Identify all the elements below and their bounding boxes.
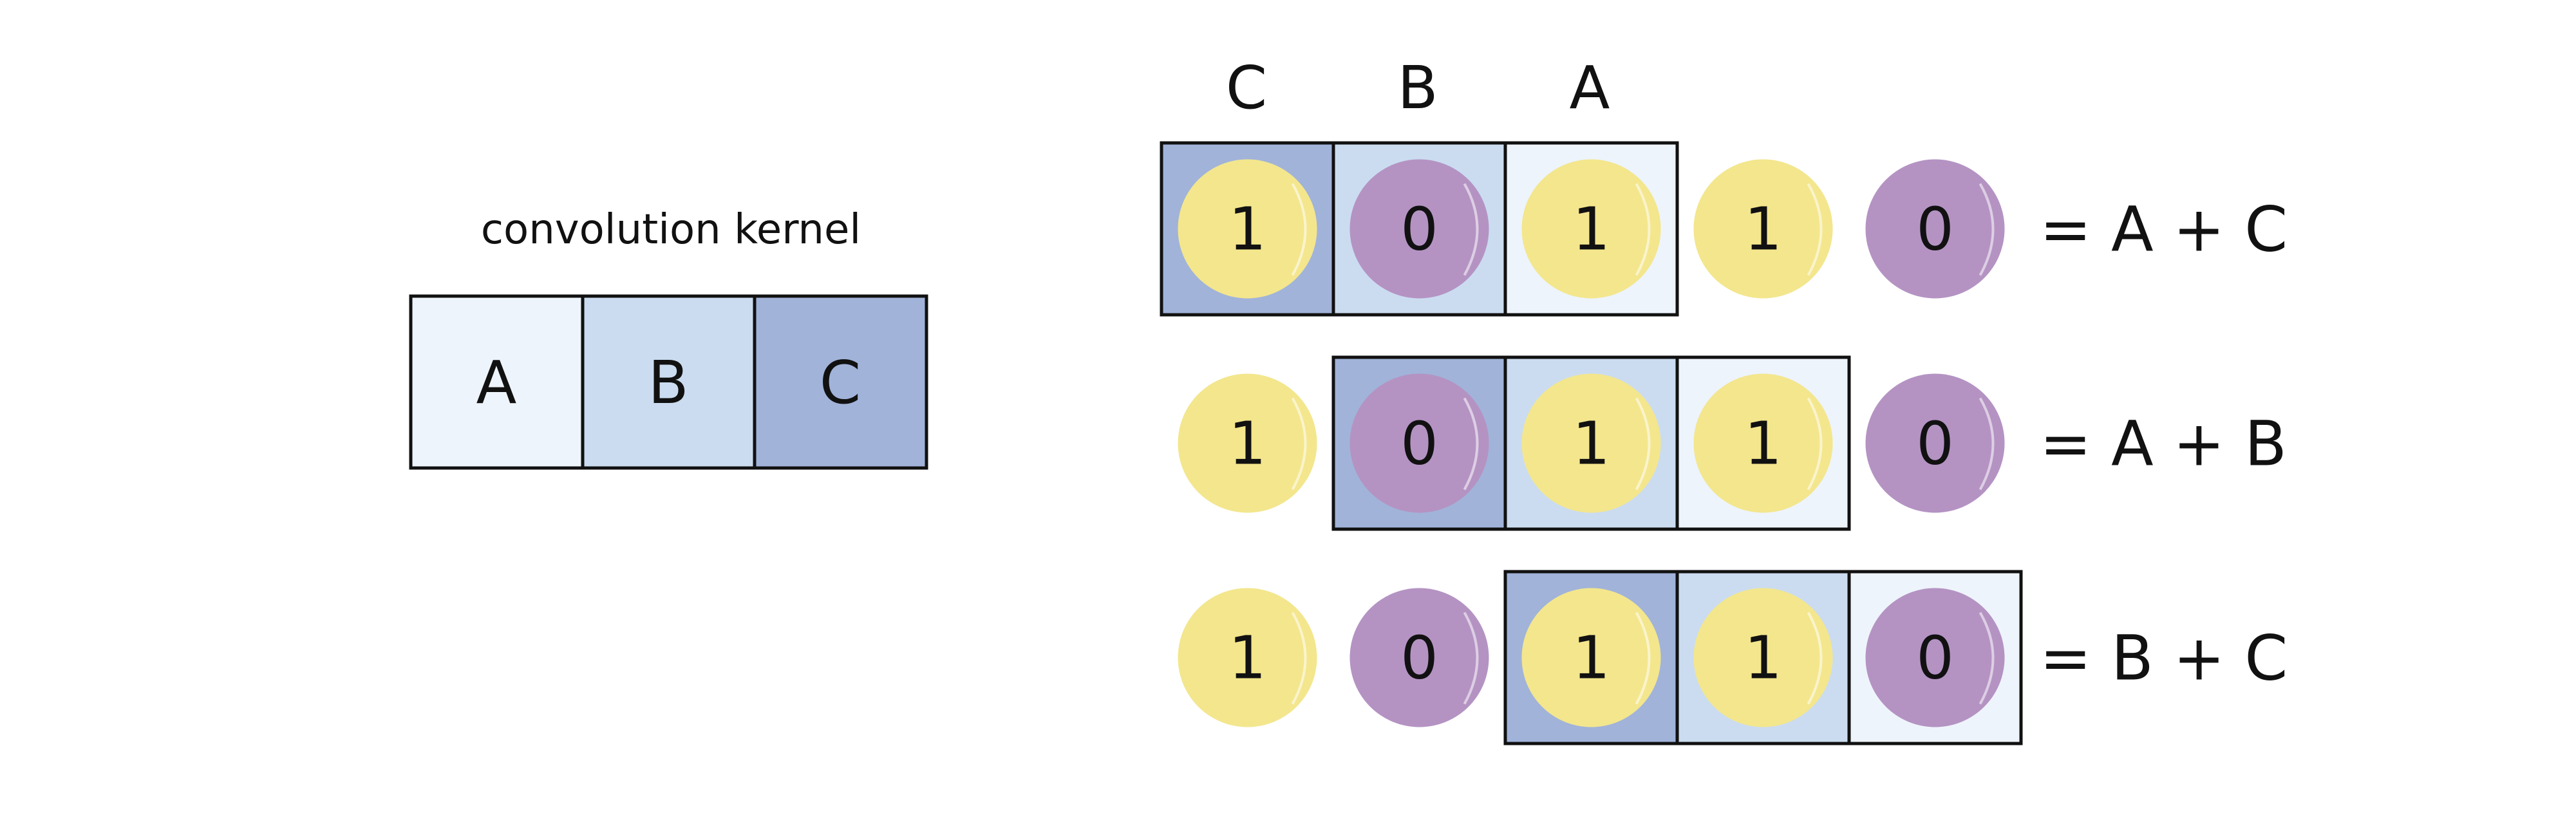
kernel-label-c: C xyxy=(820,348,861,417)
convolution-rows: 1 0 1 1 0 = A + C 1 0 1 1 0 = A + B 1 0 1 1 0 = B + C xyxy=(1160,141,2288,745)
brush-highlight xyxy=(1979,397,1995,491)
window-column-labels: C B A xyxy=(1226,53,1610,122)
input-circle xyxy=(1349,588,1489,727)
input-circle xyxy=(1178,588,1317,727)
brush-highlight xyxy=(1635,397,1651,491)
input-circle xyxy=(1693,159,1833,299)
column-label-b: B xyxy=(1397,53,1438,122)
input-value: 0 xyxy=(1400,409,1438,478)
row-result: = A + B xyxy=(2040,408,2287,480)
input-circle xyxy=(1865,588,2005,727)
input-value: 1 xyxy=(1744,409,1782,478)
brush-highlight xyxy=(1463,612,1479,705)
brush-highlight xyxy=(1291,183,1307,276)
brush-highlight xyxy=(1807,183,1823,276)
column-label-c: C xyxy=(1226,53,1267,122)
input-value: 1 xyxy=(1744,195,1782,264)
kernel-label-a: A xyxy=(476,348,517,417)
row-result: = B + C xyxy=(2040,622,2288,695)
row-result: = A + C xyxy=(2040,194,2288,266)
input-value: 0 xyxy=(1400,624,1438,693)
brush-highlight xyxy=(1807,397,1823,491)
brush-highlight xyxy=(1463,183,1479,276)
input-circle xyxy=(1349,373,1489,513)
input-circle xyxy=(1178,373,1317,513)
input-circle xyxy=(1865,159,2005,299)
kernel-label-b: B xyxy=(648,348,688,417)
input-value: 0 xyxy=(1916,195,1954,264)
kernel-cell-c xyxy=(753,294,928,470)
brush-highlight xyxy=(1291,397,1307,491)
input-circle xyxy=(1693,588,1833,727)
input-value: 0 xyxy=(1916,624,1954,693)
brush-highlight xyxy=(1635,612,1651,705)
brush-highlight xyxy=(1979,612,1995,705)
brush-highlight xyxy=(1979,183,1995,276)
input-value: 1 xyxy=(1744,624,1782,693)
input-value: 0 xyxy=(1916,409,1954,478)
input-circle xyxy=(1865,373,2005,513)
input-value: 1 xyxy=(1572,624,1610,693)
input-circle xyxy=(1521,588,1661,727)
input-value: 1 xyxy=(1228,409,1266,478)
brush-highlight xyxy=(1807,612,1823,705)
input-circle xyxy=(1693,373,1833,513)
brush-highlight xyxy=(1291,612,1307,705)
input-value: 0 xyxy=(1400,195,1438,264)
convolution-row-2: 1 0 1 1 0 = A + B xyxy=(1178,355,2287,531)
input-value: 1 xyxy=(1228,195,1266,264)
brush-highlight xyxy=(1463,397,1479,491)
input-value: 1 xyxy=(1228,624,1266,693)
kernel-cell-a xyxy=(409,294,585,470)
kernel-panel: convolution kernel A B C xyxy=(409,206,928,470)
kernel-cell-b xyxy=(581,294,757,470)
input-value: 1 xyxy=(1572,409,1610,478)
convolution-row-1: 1 0 1 1 0 = A + C xyxy=(1160,141,2288,317)
input-circle xyxy=(1521,373,1661,513)
input-circle xyxy=(1178,159,1317,299)
input-circle xyxy=(1521,159,1661,299)
input-value: 1 xyxy=(1572,195,1610,264)
column-label-a: A xyxy=(1570,53,1610,122)
brush-highlight xyxy=(1635,183,1651,276)
input-circle xyxy=(1349,159,1489,299)
kernel-title: convolution kernel xyxy=(481,206,861,254)
convolution-row-3: 1 0 1 1 0 = B + C xyxy=(1178,570,2288,745)
